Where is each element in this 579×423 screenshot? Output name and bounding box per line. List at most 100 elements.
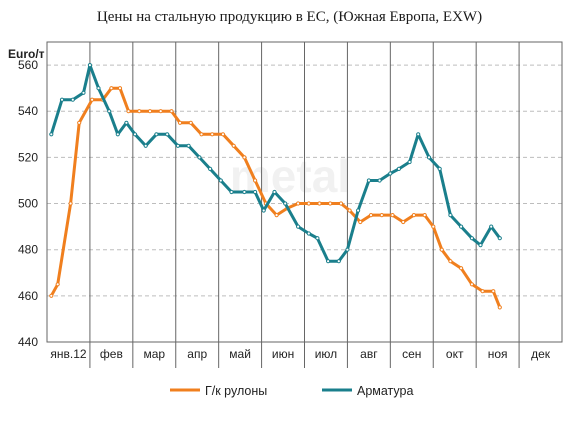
x-tick-label: июл <box>315 347 337 361</box>
data-point <box>253 178 258 183</box>
data-point <box>401 219 406 225</box>
y-tick-label: 480 <box>18 243 38 257</box>
series-rebar <box>49 63 502 264</box>
data-point <box>356 208 361 213</box>
data-point <box>345 247 350 252</box>
x-tick-label: ноя <box>488 347 508 361</box>
data-point <box>55 282 60 287</box>
data-point <box>489 224 494 229</box>
data-point <box>497 236 502 241</box>
data-point <box>115 132 120 137</box>
data-point <box>388 171 393 176</box>
data-point <box>296 201 301 206</box>
x-tick-label: июн <box>272 347 294 361</box>
data-point <box>218 178 223 183</box>
data-point <box>261 208 266 213</box>
data-point <box>328 201 333 206</box>
data-point <box>229 189 234 195</box>
data-point <box>242 189 247 195</box>
x-axis-ticks: янв.12 фев мар апр май июн июл авг сен окт ноя дек <box>50 347 550 361</box>
y-tick-label: 440 <box>18 335 38 349</box>
data-point <box>143 143 148 148</box>
data-point <box>411 213 416 218</box>
data-point <box>491 289 496 294</box>
data-point <box>77 120 82 125</box>
data-point <box>49 293 54 298</box>
data-point <box>431 224 436 229</box>
data-point <box>448 259 453 264</box>
data-point <box>242 155 247 160</box>
legend-label-hot-rolled-coil: Г/к рулоны <box>205 384 267 398</box>
data-point <box>70 97 75 102</box>
watermark-text: metal <box>230 150 350 202</box>
series-hot-rolled-coil <box>49 86 502 310</box>
data-point <box>306 231 311 236</box>
data-point <box>338 201 344 206</box>
data-point <box>231 143 236 148</box>
y-tick-label: 520 <box>18 150 38 164</box>
data-point <box>137 109 142 114</box>
x-tick-label: янв.12 <box>50 347 87 361</box>
data-point <box>396 166 401 171</box>
data-point <box>326 259 331 264</box>
data-point <box>220 132 226 137</box>
data-point <box>68 201 73 206</box>
data-point <box>199 132 204 137</box>
data-point <box>253 189 258 195</box>
data-point <box>459 224 464 229</box>
data-point <box>96 86 101 91</box>
data-point <box>448 213 453 218</box>
data-point <box>147 109 153 114</box>
data-point <box>469 236 474 241</box>
data-point <box>407 159 412 165</box>
x-tick-label: апр <box>187 347 207 361</box>
data-point <box>177 120 183 125</box>
data-point <box>416 132 421 137</box>
data-point <box>188 120 193 125</box>
data-point <box>117 86 123 91</box>
data-point <box>124 120 129 125</box>
data-point <box>480 289 485 294</box>
data-point <box>368 213 374 218</box>
x-tick-label: авг <box>360 347 378 361</box>
data-point <box>497 305 502 310</box>
series-layer <box>49 63 502 310</box>
data-point <box>422 213 427 218</box>
data-point <box>87 63 93 68</box>
data-point <box>81 90 86 95</box>
data-point <box>210 132 215 137</box>
data-point <box>439 247 444 252</box>
data-point <box>317 201 322 206</box>
x-tick-label: дек <box>531 347 551 361</box>
data-point <box>469 282 474 287</box>
data-point <box>158 109 163 114</box>
data-point <box>197 155 202 160</box>
data-point <box>109 86 114 91</box>
data-point <box>296 224 301 229</box>
data-point <box>306 201 311 206</box>
data-point <box>459 266 464 271</box>
data-point <box>107 109 112 114</box>
data-point <box>379 213 384 218</box>
y-tick-label: 560 <box>18 58 38 72</box>
y-tick-label: 500 <box>18 197 38 211</box>
x-tick-label: окт <box>446 347 464 361</box>
x-tick-label: фев <box>100 347 123 361</box>
x-tick-label: мар <box>143 347 165 361</box>
data-point <box>154 132 159 137</box>
data-point <box>175 143 180 148</box>
data-point <box>126 109 131 114</box>
data-point <box>274 213 279 218</box>
data-point <box>390 213 395 218</box>
legend: Г/к рулоны Арматура <box>170 384 413 398</box>
data-point <box>358 219 363 225</box>
data-point <box>283 201 288 206</box>
y-tick-label: 460 <box>18 289 38 303</box>
data-point <box>132 132 138 137</box>
data-point <box>366 178 371 183</box>
plot-frame <box>46 41 563 343</box>
data-point <box>426 155 432 160</box>
data-point <box>347 208 352 213</box>
x-tick-label: сен <box>402 347 421 361</box>
data-point <box>272 189 277 195</box>
